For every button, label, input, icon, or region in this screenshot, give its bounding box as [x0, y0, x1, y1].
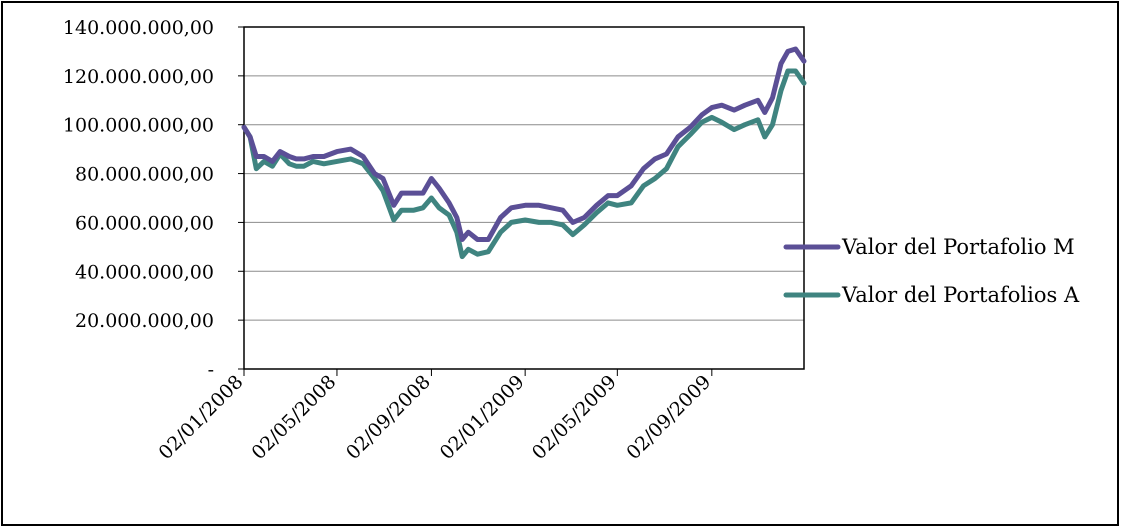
y-tick-label: 40.000.000,00: [75, 261, 214, 283]
gridlines: [244, 75, 804, 321]
y-tick-label: 140.000.000,00: [63, 17, 214, 39]
x-tick-label: 02/01/2009: [436, 371, 529, 464]
y-tick-label: 100.000.000,00: [63, 115, 214, 137]
y-tick-label: 20.000.000,00: [75, 310, 214, 332]
x-tick-label: 02/09/2008: [342, 371, 435, 464]
series-line: [241, 46, 807, 242]
y-tick-label: 80.000.000,00: [75, 164, 214, 186]
series-line: [241, 68, 807, 260]
plot-area-border: [243, 26, 805, 370]
x-tick-label: 02/09/2009: [622, 371, 715, 464]
x-tick-label: 02/05/2009: [528, 371, 621, 464]
series-lines: [241, 46, 807, 260]
axes: - 20.000.000,00 40.000.000,00 60.000.000,00…: [63, 17, 715, 464]
legend-label: Valor del Portafolio M: [841, 235, 1075, 259]
x-tick-label: 02/05/2008: [247, 371, 340, 464]
y-tick-label: 120.000.000,00: [63, 66, 214, 88]
legend: Valor del Portafolio M Valor del Portafol…: [783, 235, 1080, 307]
y-tick-label: -: [208, 359, 214, 381]
y-tick-label: 60.000.000,00: [75, 212, 214, 234]
x-tick-label: 02/01/2008: [155, 371, 248, 464]
legend-label: Valor del Portafolios A: [841, 283, 1080, 307]
